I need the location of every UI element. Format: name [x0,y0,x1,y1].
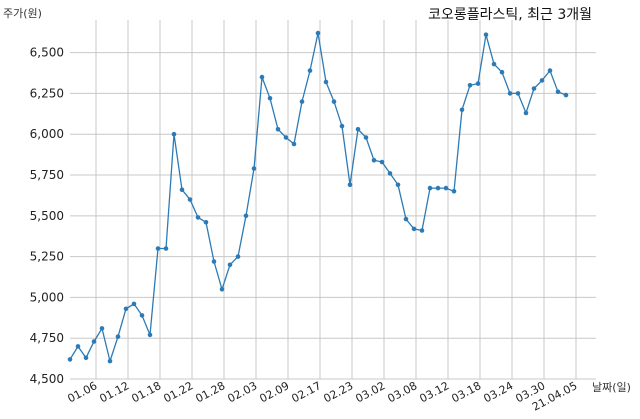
x-axis-ticks: 01.0601.1201.1801.2201.2802.0302.0902.17… [65,379,579,413]
x-tick-label: 03.24 [481,379,515,405]
price-point [115,334,121,339]
price-point [459,107,465,113]
price-point [435,185,441,191]
price-point [227,262,233,268]
price-point [131,301,137,307]
price-point [483,32,489,37]
price-point [387,171,393,176]
price-point [123,306,129,312]
price-point [499,69,505,75]
price-point [323,79,329,85]
price-point [235,254,241,259]
grid-lines [70,20,596,380]
x-tick-label: 02.23 [321,379,355,405]
price-point [379,159,385,165]
price-point [251,166,257,171]
price-point [339,123,345,129]
price-point [355,127,361,132]
price-point [467,83,473,88]
price-point [75,344,81,349]
price-point [507,91,513,96]
price-point [259,74,265,80]
price-point [195,215,201,220]
price-point [67,357,73,362]
price-point [475,81,481,86]
x-tick-label: 03.08 [385,379,419,405]
price-point [315,30,321,36]
price-point [283,135,289,140]
price-point [139,313,145,318]
y-tick-label: 4,750 [30,331,64,345]
price-point [187,197,193,202]
price-point [531,86,537,91]
price-point [267,96,273,101]
price-point [171,131,177,137]
y-axis-label: 주가(원) [3,7,42,20]
x-tick-label: 02.03 [225,379,259,405]
price-point [451,189,457,194]
x-tick-label: 02.17 [289,379,323,405]
x-tick-label: 03.18 [449,379,483,405]
price-point [443,185,449,191]
y-tick-label: 5,250 [30,250,64,264]
price-point [107,358,113,364]
y-tick-label: 5,750 [30,168,64,182]
price-line [69,32,567,364]
price-point [91,339,97,344]
price-point [371,158,377,163]
price-point [347,182,353,188]
price-point [539,78,545,83]
price-point [291,141,297,147]
price-point [219,287,225,292]
price-point [523,110,529,116]
price-point [83,355,89,361]
price-point [419,228,425,233]
price-point [395,182,401,188]
y-tick-label: 4,500 [30,372,64,386]
x-tick-label: 01.12 [97,379,131,405]
price-point [275,127,281,132]
y-tick-label: 6,250 [30,86,64,100]
price-point [243,213,249,219]
x-tick-label: 02.09 [257,379,291,405]
chart-title: 코오롱플라스틱, 최근 3개월 [428,7,592,23]
price-point [211,259,217,264]
x-tick-label: 01.18 [129,379,163,405]
y-tick-label: 6,000 [30,127,64,141]
price-point [155,246,161,251]
price-point [331,99,337,104]
x-tick-label: 01.06 [65,379,99,405]
x-tick-label: 03.02 [353,379,387,405]
price-point [427,185,433,191]
y-tick-label: 6,500 [30,46,64,60]
x-axis-label: 날짜(일) [592,380,631,394]
price-point [563,92,569,98]
price-point [179,187,185,192]
price-point [299,99,305,104]
price-point [555,89,561,95]
price-point [203,220,209,225]
y-axis-ticks: 4,500 4,750 5,000 5,250 5,500 5,750 6,000 6,250… [30,46,64,386]
price-point [403,216,409,222]
price-point [307,68,313,73]
price-point [515,91,521,96]
price-point [547,68,553,73]
x-tick-label: 01.28 [193,379,227,405]
price-point [411,226,417,232]
price-point [491,61,497,67]
price-point [163,246,169,251]
price-series [67,30,569,364]
x-tick-label: 01.22 [161,379,195,405]
price-point [99,326,105,331]
price-point [363,135,369,140]
y-tick-label: 5,500 [30,209,64,223]
price-point [147,332,153,338]
x-tick-label: 03.12 [417,379,451,405]
y-tick-label: 5,000 [30,290,64,304]
